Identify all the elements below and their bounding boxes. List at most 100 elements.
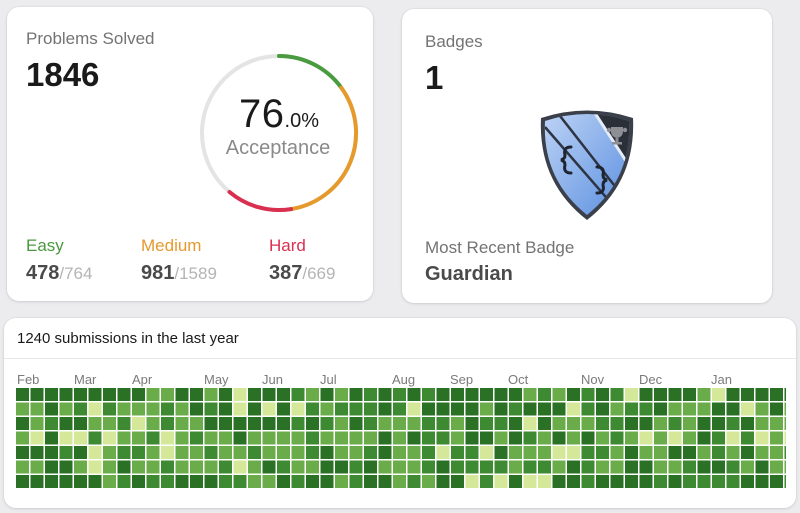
heatmap-cell[interactable]: [625, 475, 638, 488]
heatmap-cell[interactable]: [625, 388, 638, 401]
heatmap-cell[interactable]: [161, 402, 174, 416]
heatmap-cell[interactable]: [581, 475, 595, 488]
heatmap-cell[interactable]: [146, 460, 160, 474]
heatmap-cell[interactable]: [755, 388, 769, 401]
heatmap-cell[interactable]: [306, 475, 319, 488]
heatmap-cell[interactable]: [552, 431, 566, 445]
heatmap-cell[interactable]: [175, 460, 189, 474]
heatmap-cell[interactable]: [538, 417, 551, 430]
heatmap-cell[interactable]: [610, 402, 624, 416]
heatmap-cell[interactable]: [204, 446, 218, 459]
heatmap-cell[interactable]: [726, 402, 740, 416]
heatmap-cell[interactable]: [784, 446, 787, 459]
heatmap-cell[interactable]: [349, 475, 363, 488]
heatmap-cell[interactable]: [320, 417, 334, 430]
heatmap-cell[interactable]: [219, 417, 232, 430]
heatmap-cell[interactable]: [726, 388, 740, 401]
heatmap-cell[interactable]: [436, 388, 450, 401]
heatmap-cell[interactable]: [132, 417, 145, 430]
heatmap-cell[interactable]: [509, 388, 522, 401]
heatmap-cell[interactable]: [654, 475, 667, 488]
heatmap-cell[interactable]: [219, 402, 232, 416]
heatmap-cell[interactable]: [494, 431, 508, 445]
heatmap-cell[interactable]: [378, 475, 392, 488]
heatmap-cell[interactable]: [132, 446, 145, 459]
heatmap-cell[interactable]: [59, 388, 73, 401]
heatmap-cell[interactable]: [320, 402, 334, 416]
heatmap-cell[interactable]: [349, 446, 363, 459]
heatmap-cell[interactable]: [741, 446, 754, 459]
heatmap-cell[interactable]: [103, 402, 116, 416]
heatmap-cell[interactable]: [117, 417, 131, 430]
heatmap-cell[interactable]: [625, 402, 638, 416]
heatmap-cell[interactable]: [16, 388, 29, 401]
heatmap-cell[interactable]: [509, 402, 522, 416]
heatmap-cell[interactable]: [465, 446, 479, 459]
heatmap-cell[interactable]: [117, 475, 131, 488]
heatmap-cell[interactable]: [30, 417, 44, 430]
heatmap-cell[interactable]: [45, 402, 58, 416]
heatmap-cell[interactable]: [190, 460, 203, 474]
heatmap-cell[interactable]: [349, 388, 363, 401]
heatmap-cell[interactable]: [74, 417, 87, 430]
heatmap-cell[interactable]: [596, 388, 609, 401]
heatmap-cell[interactable]: [117, 388, 131, 401]
heatmap-cell[interactable]: [567, 446, 580, 459]
heatmap-cell[interactable]: [393, 431, 406, 445]
heatmap-cell[interactable]: [378, 446, 392, 459]
heatmap-cell[interactable]: [523, 417, 537, 430]
heatmap-cell[interactable]: [233, 388, 247, 401]
heatmap-cell[interactable]: [422, 460, 435, 474]
heatmap-cell[interactable]: [262, 431, 276, 445]
heatmap-cell[interactable]: [132, 388, 145, 401]
heatmap-cell[interactable]: [320, 475, 334, 488]
heatmap-cell[interactable]: [755, 460, 769, 474]
heatmap-cell[interactable]: [88, 417, 102, 430]
heatmap-cell[interactable]: [59, 460, 73, 474]
heatmap-cell[interactable]: [16, 417, 29, 430]
heatmap-cell[interactable]: [161, 446, 174, 459]
heatmap-cell[interactable]: [581, 388, 595, 401]
heatmap-cell[interactable]: [755, 475, 769, 488]
heatmap-cell[interactable]: [407, 446, 421, 459]
heatmap-cell[interactable]: [625, 417, 638, 430]
heatmap-cell[interactable]: [654, 388, 667, 401]
heatmap-cell[interactable]: [697, 460, 711, 474]
heatmap-cell[interactable]: [88, 431, 102, 445]
heatmap-cell[interactable]: [233, 402, 247, 416]
heatmap-cell[interactable]: [161, 417, 174, 430]
heatmap-cell[interactable]: [726, 431, 740, 445]
heatmap-cell[interactable]: [770, 460, 783, 474]
heatmap-cell[interactable]: [233, 446, 247, 459]
heatmap-cell[interactable]: [480, 417, 493, 430]
heatmap-cell[interactable]: [306, 431, 319, 445]
heatmap-cell[interactable]: [465, 402, 479, 416]
heatmap-cell[interactable]: [567, 475, 580, 488]
heatmap-cell[interactable]: [712, 475, 725, 488]
heatmap-cell[interactable]: [436, 417, 450, 430]
guardian-badge-icon[interactable]: [535, 109, 639, 221]
heatmap-cell[interactable]: [726, 460, 740, 474]
heatmap-cell[interactable]: [291, 446, 305, 459]
heatmap-cell[interactable]: [770, 402, 783, 416]
heatmap-cell[interactable]: [596, 431, 609, 445]
heatmap-cell[interactable]: [610, 417, 624, 430]
heatmap-cell[interactable]: [320, 460, 334, 474]
heatmap-cell[interactable]: [552, 417, 566, 430]
heatmap-cell[interactable]: [422, 417, 435, 430]
heatmap-cell[interactable]: [262, 460, 276, 474]
heatmap-cell[interactable]: [59, 431, 73, 445]
heatmap-cell[interactable]: [610, 431, 624, 445]
heatmap-cell[interactable]: [16, 431, 29, 445]
heatmap-cell[interactable]: [132, 460, 145, 474]
heatmap-cell[interactable]: [784, 475, 787, 488]
heatmap-cell[interactable]: [683, 402, 696, 416]
heatmap-cell[interactable]: [697, 402, 711, 416]
heatmap-cell[interactable]: [204, 417, 218, 430]
heatmap-cell[interactable]: [248, 402, 261, 416]
heatmap-cell[interactable]: [581, 402, 595, 416]
heatmap-cell[interactable]: [538, 388, 551, 401]
heatmap-cell[interactable]: [291, 402, 305, 416]
heatmap-cell[interactable]: [132, 475, 145, 488]
heatmap-cell[interactable]: [117, 460, 131, 474]
